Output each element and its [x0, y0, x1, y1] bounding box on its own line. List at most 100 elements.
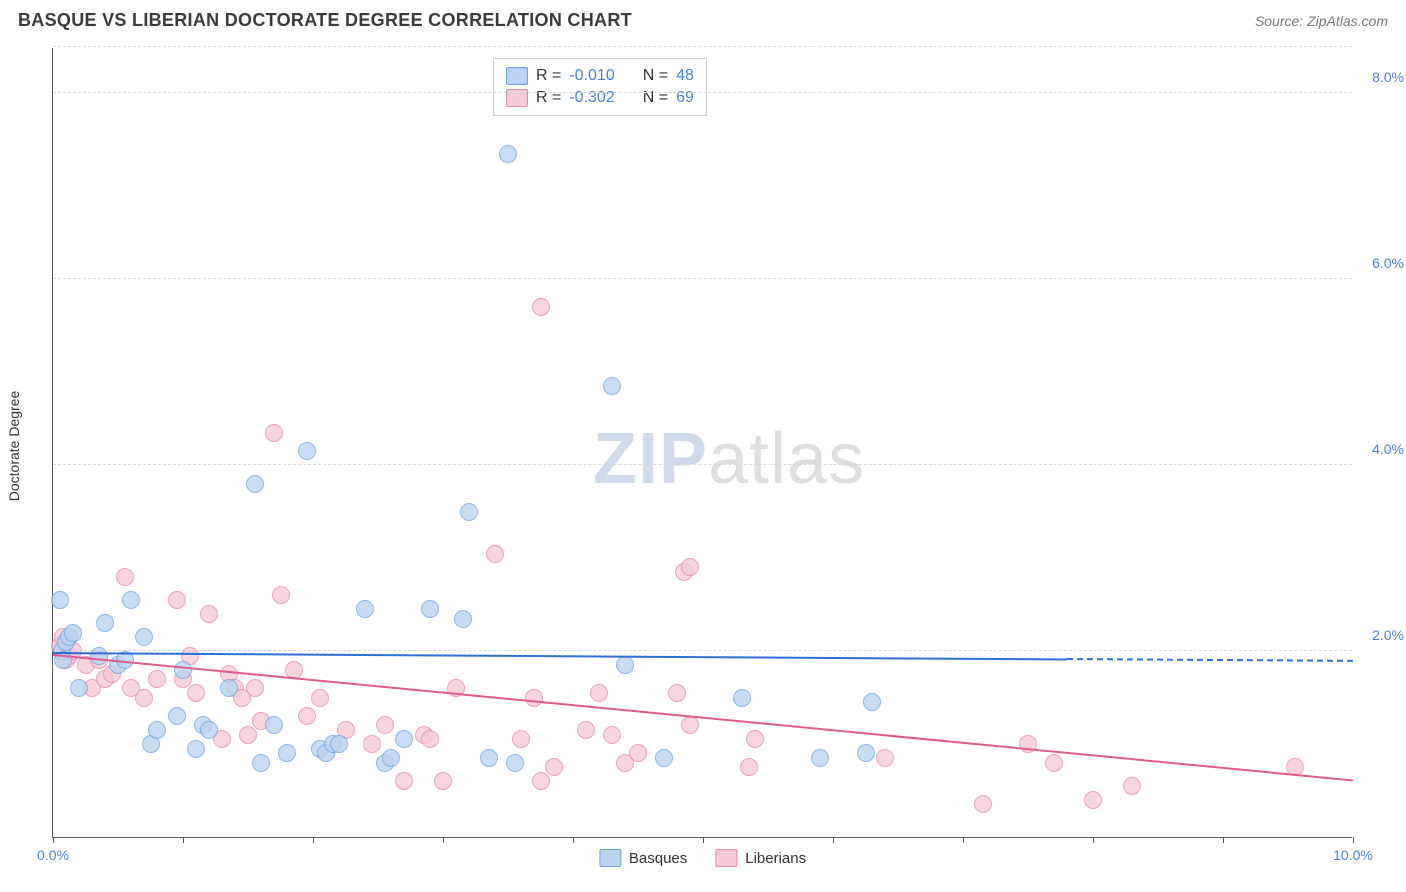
scatter-point-liberians	[298, 707, 316, 725]
scatter-point-liberians	[603, 726, 621, 744]
scatter-point-basques	[278, 744, 296, 762]
scatter-point-liberians	[746, 730, 764, 748]
scatter-point-liberians	[363, 735, 381, 753]
scatter-point-liberians	[486, 545, 504, 563]
scatter-point-basques	[655, 749, 673, 767]
scatter-point-liberians	[265, 424, 283, 442]
legend-label-liberians: Liberians	[745, 850, 806, 867]
scatter-point-liberians	[421, 730, 439, 748]
scatter-point-basques	[603, 377, 621, 395]
scatter-point-liberians	[376, 716, 394, 734]
scatter-point-liberians	[1084, 791, 1102, 809]
scatter-point-liberians	[590, 684, 608, 702]
scatter-point-basques	[148, 721, 166, 739]
gridline	[53, 278, 1352, 279]
scatter-point-basques	[395, 730, 413, 748]
y-axis-label: Doctorate Degree	[6, 391, 22, 502]
x-tick	[1093, 837, 1094, 843]
scatter-point-liberians	[525, 689, 543, 707]
x-tick	[703, 837, 704, 843]
x-tick-label: 0.0%	[37, 847, 69, 863]
gridline	[53, 650, 1352, 651]
r-label: R =	[536, 67, 561, 85]
n-value-basques: 48	[676, 67, 694, 85]
scatter-point-liberians	[200, 605, 218, 623]
scatter-point-liberians	[1123, 777, 1141, 795]
scatter-point-basques	[70, 679, 88, 697]
scatter-point-basques	[421, 600, 439, 618]
y-tick-label: 6.0%	[1356, 255, 1404, 271]
scatter-plot-area: ZIPatlas R = -0.010 N = 48 R = -0.302 N …	[52, 48, 1352, 838]
scatter-point-basques	[122, 591, 140, 609]
x-tick	[313, 837, 314, 843]
scatter-point-liberians	[532, 772, 550, 790]
scatter-point-liberians	[187, 684, 205, 702]
legend-item-basques: Basques	[599, 849, 687, 867]
x-tick	[183, 837, 184, 843]
x-tick	[1223, 837, 1224, 843]
swatch-basques	[506, 67, 528, 85]
scatter-point-liberians	[135, 689, 153, 707]
scatter-point-basques	[382, 749, 400, 767]
scatter-point-basques	[90, 647, 108, 665]
legend: Basques Liberians	[599, 849, 806, 867]
scatter-point-basques	[220, 679, 238, 697]
legend-item-liberians: Liberians	[715, 849, 806, 867]
scatter-point-basques	[454, 610, 472, 628]
x-tick	[53, 837, 54, 843]
scatter-point-liberians	[681, 558, 699, 576]
scatter-point-liberians	[246, 679, 264, 697]
scatter-point-liberians	[545, 758, 563, 776]
scatter-point-liberians	[681, 716, 699, 734]
scatter-point-liberians	[577, 721, 595, 739]
scatter-point-basques	[135, 628, 153, 646]
scatter-point-basques	[246, 475, 264, 493]
scatter-point-liberians	[434, 772, 452, 790]
legend-label-basques: Basques	[629, 850, 687, 867]
scatter-point-liberians	[311, 689, 329, 707]
y-tick-label: 4.0%	[1356, 441, 1404, 457]
scatter-point-liberians	[272, 586, 290, 604]
scatter-point-basques	[811, 749, 829, 767]
scatter-point-basques	[174, 661, 192, 679]
scatter-point-basques	[863, 693, 881, 711]
scatter-point-liberians	[629, 744, 647, 762]
x-tick	[963, 837, 964, 843]
watermark: ZIPatlas	[593, 418, 865, 500]
source-prefix: Source:	[1255, 13, 1307, 29]
gridline	[53, 46, 1352, 47]
scatter-point-liberians	[668, 684, 686, 702]
scatter-point-basques	[64, 624, 82, 642]
y-tick-label: 2.0%	[1356, 627, 1404, 643]
scatter-point-basques	[51, 591, 69, 609]
chart-title: BASQUE VS LIBERIAN DOCTORATE DEGREE CORR…	[18, 10, 632, 31]
scatter-point-basques	[298, 442, 316, 460]
source-name: ZipAtlas.com	[1307, 13, 1388, 29]
x-tick	[443, 837, 444, 843]
scatter-point-liberians	[1045, 754, 1063, 772]
x-tick	[833, 837, 834, 843]
trendline-liberians	[53, 654, 1353, 781]
scatter-point-liberians	[974, 795, 992, 813]
scatter-point-basques	[330, 735, 348, 753]
scatter-point-liberians	[168, 591, 186, 609]
r-value-basques: -0.010	[569, 67, 614, 85]
trendline-basques	[53, 652, 1067, 661]
n-label: N =	[643, 67, 668, 85]
scatter-point-basques	[857, 744, 875, 762]
legend-swatch-liberians	[715, 849, 737, 867]
scatter-point-basques	[252, 754, 270, 772]
x-tick	[1353, 837, 1354, 843]
gridline	[53, 92, 1352, 93]
scatter-point-basques	[460, 503, 478, 521]
scatter-point-liberians	[532, 298, 550, 316]
gridline	[53, 464, 1352, 465]
correlation-stats-box: R = -0.010 N = 48 R = -0.302 N = 69	[493, 58, 707, 116]
scatter-point-liberians	[876, 749, 894, 767]
x-tick	[573, 837, 574, 843]
scatter-point-basques	[356, 600, 374, 618]
scatter-point-liberians	[740, 758, 758, 776]
scatter-point-basques	[506, 754, 524, 772]
scatter-point-basques	[187, 740, 205, 758]
x-tick-label: 10.0%	[1333, 847, 1373, 863]
